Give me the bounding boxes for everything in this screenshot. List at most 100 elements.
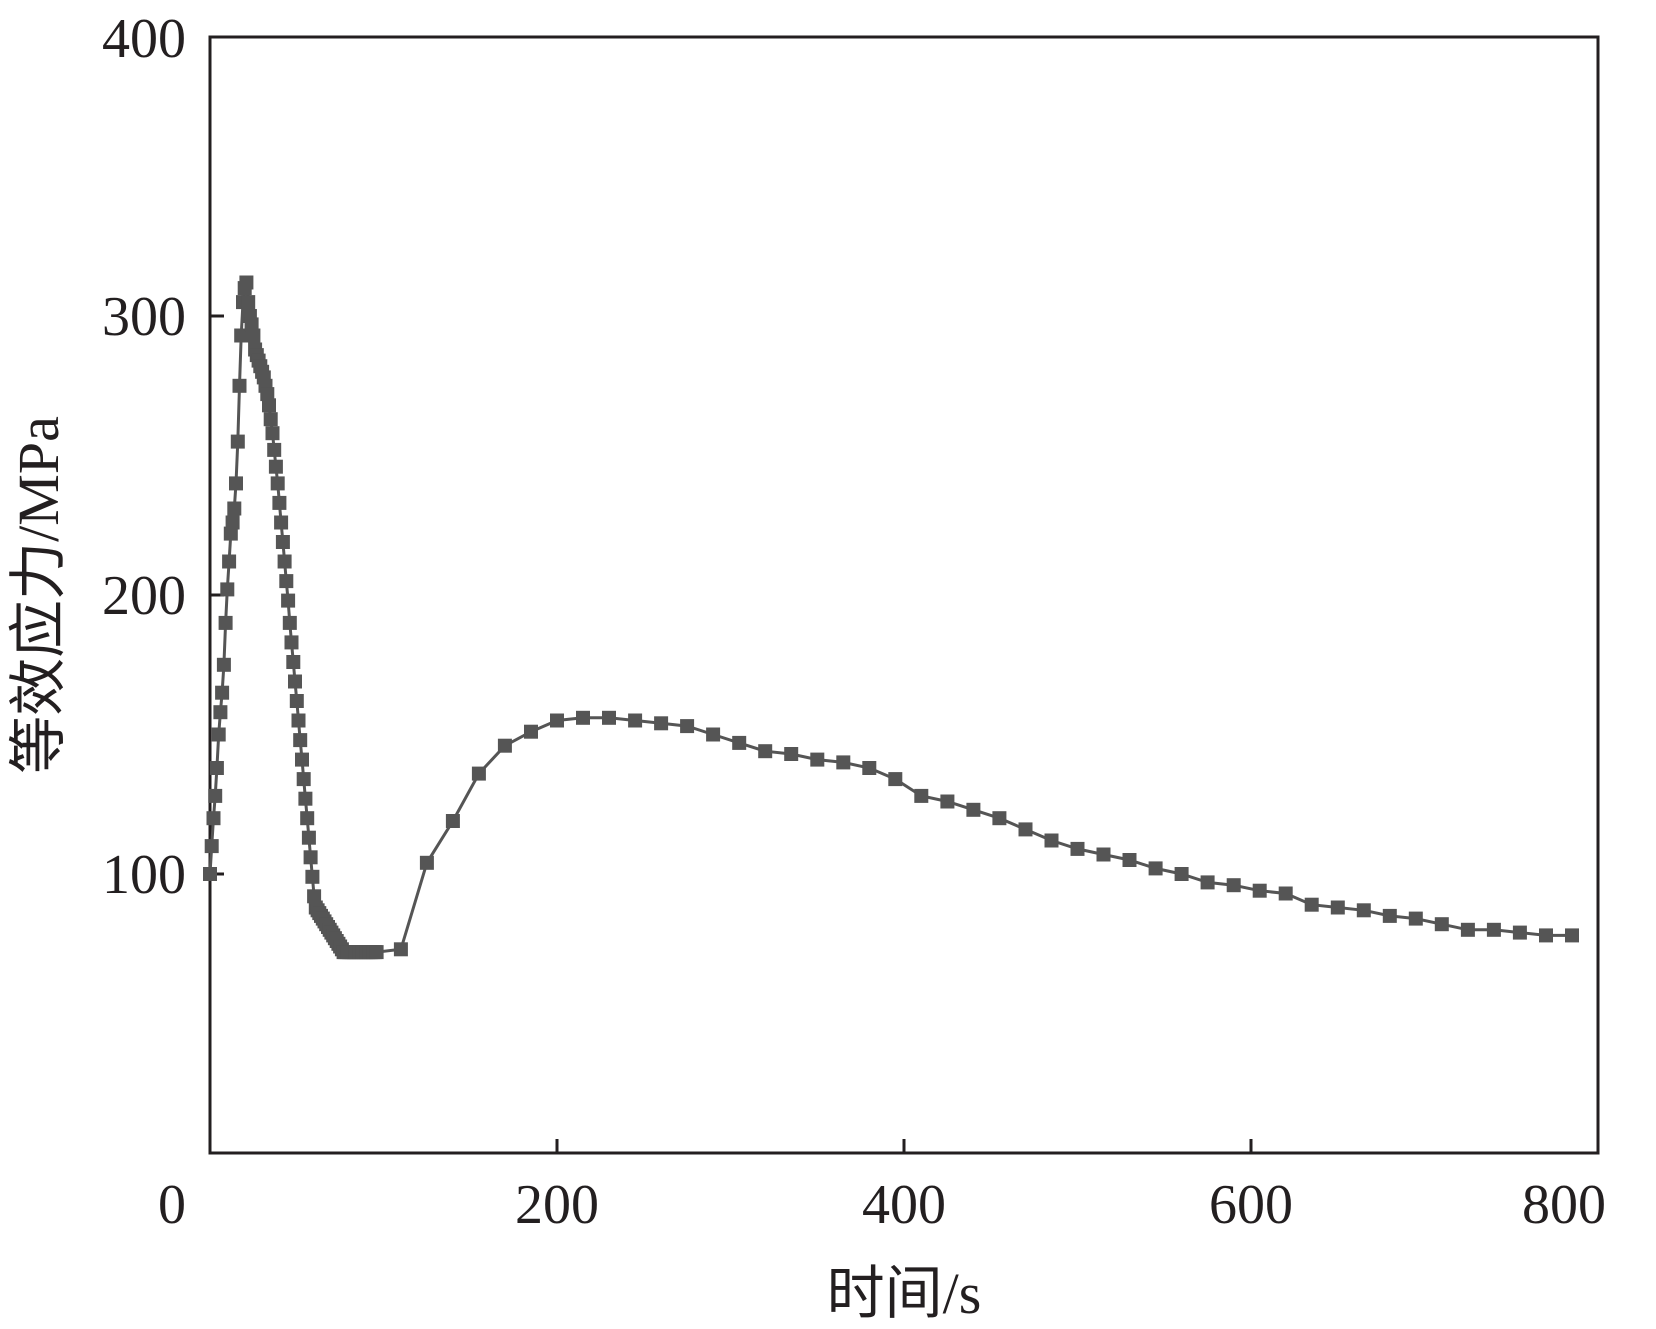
data-point — [758, 744, 773, 759]
x-axis-title: 时间/s — [827, 1261, 982, 1326]
data-point — [260, 387, 275, 402]
data-point — [225, 515, 240, 530]
data-point — [296, 772, 311, 787]
data-point — [654, 716, 669, 731]
data-point — [215, 685, 230, 700]
data-point — [1226, 878, 1241, 893]
data-point — [274, 515, 289, 530]
x-tick-label: 0 — [158, 1174, 186, 1236]
data-point — [784, 747, 799, 761]
data-point — [992, 811, 1007, 826]
data-point — [244, 317, 259, 332]
data-point — [1486, 922, 1501, 937]
data-point — [246, 328, 261, 343]
data-point — [298, 791, 313, 806]
data-point — [263, 412, 278, 427]
y-tick-label: 400 — [102, 8, 186, 70]
data-point — [227, 501, 242, 516]
data-point — [1200, 875, 1215, 890]
data-point — [218, 615, 233, 630]
data-point — [1252, 883, 1267, 898]
x-axis-ticks: 0 200 400 600 800 — [158, 1139, 1606, 1236]
data-point — [1278, 886, 1293, 901]
data-point — [289, 694, 304, 708]
data-point — [239, 275, 254, 290]
data-point — [222, 554, 237, 569]
data-point — [393, 942, 408, 957]
data-point — [940, 794, 955, 809]
data-point — [279, 574, 294, 589]
data-point — [1096, 847, 1111, 862]
series-markers — [203, 275, 1579, 960]
data-point — [262, 398, 276, 413]
data-point — [1565, 928, 1579, 943]
y-tick-label: 100 — [102, 844, 186, 906]
data-point — [680, 719, 695, 734]
data-point — [445, 814, 460, 828]
data-point — [267, 442, 282, 457]
data-point — [203, 867, 217, 881]
data-point — [732, 735, 747, 750]
data-point — [1382, 908, 1397, 923]
data-point — [1512, 925, 1527, 940]
data-point — [277, 554, 292, 569]
data-point — [303, 850, 318, 865]
data-point — [1018, 822, 1033, 837]
data-point — [301, 830, 316, 845]
data-point — [419, 855, 434, 870]
x-tick-label: 600 — [1209, 1174, 1293, 1236]
x-tick-label: 200 — [515, 1174, 599, 1236]
data-point — [1044, 833, 1059, 848]
data-point — [208, 788, 223, 803]
data-point — [211, 727, 226, 742]
data-point — [1356, 903, 1371, 918]
data-point — [293, 733, 308, 748]
data-point — [270, 476, 285, 491]
data-point — [576, 710, 590, 725]
data-point — [223, 526, 238, 541]
data-point — [307, 889, 322, 904]
data-point — [1460, 922, 1475, 937]
data-point — [229, 476, 243, 491]
data-point — [282, 615, 297, 630]
data-point — [914, 788, 929, 803]
data-point — [1304, 897, 1319, 912]
data-point — [216, 657, 231, 672]
data-point — [234, 328, 249, 343]
data-point — [1434, 917, 1449, 932]
data-point — [810, 752, 825, 767]
y-tick-label: 200 — [102, 565, 186, 627]
data-point — [1539, 928, 1553, 943]
data-point — [706, 727, 721, 742]
data-point — [291, 713, 306, 728]
data-point — [1148, 861, 1163, 876]
data-point — [286, 655, 301, 669]
data-point — [1174, 867, 1189, 881]
data-point — [204, 839, 219, 854]
data-point — [888, 772, 903, 787]
data-point — [288, 674, 302, 689]
data-point — [241, 295, 256, 310]
y-axis-title: 等效应力/MPa — [6, 416, 71, 774]
data-point — [295, 752, 309, 767]
y-axis-ticks: 100 200 300 400 — [102, 8, 224, 906]
data-point — [966, 802, 981, 817]
data-point — [232, 378, 247, 393]
data-point — [628, 713, 643, 728]
data-point — [836, 755, 851, 770]
data-point — [220, 582, 235, 597]
data-point — [602, 710, 616, 725]
data-point — [550, 713, 564, 728]
data-point — [206, 811, 221, 826]
data-point — [471, 766, 486, 781]
data-point — [497, 738, 512, 753]
plot-frame — [208, 35, 1600, 1155]
data-point — [209, 761, 224, 775]
data-point — [369, 945, 384, 960]
data-point — [230, 434, 245, 449]
data-point — [281, 593, 296, 608]
data-point — [862, 761, 877, 775]
data-point — [300, 811, 315, 826]
x-tick-label: 400 — [862, 1174, 946, 1236]
